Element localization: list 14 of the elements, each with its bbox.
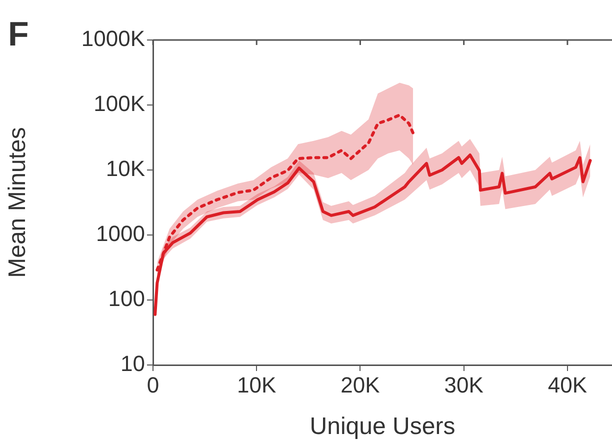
x-tick-label: 10K [237, 372, 277, 398]
y-tick-label: 10 [120, 351, 145, 376]
x-tick-label: 20K [340, 372, 380, 398]
x-axis-title: Unique Users [310, 413, 456, 440]
text: F [8, 15, 29, 54]
y-tick-label: 100K [94, 91, 146, 116]
y-tick-label: 1000 [96, 221, 145, 246]
x-tick-label: 0 [146, 372, 160, 398]
x-tick-label: 40K [548, 372, 588, 398]
y-tick-label: 1000K [81, 26, 146, 52]
y-tick-label: 100 [108, 286, 145, 312]
y-tick-label: 10K [106, 156, 146, 182]
y-axis-title: Mean Minutes [4, 127, 32, 278]
x-tick-label: 30K [444, 372, 484, 398]
